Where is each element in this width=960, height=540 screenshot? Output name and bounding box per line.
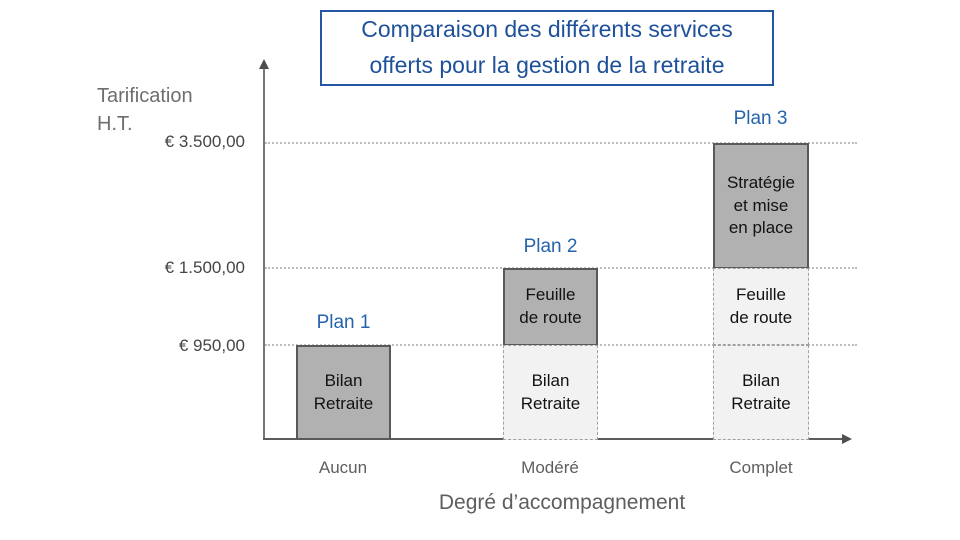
y-axis-line xyxy=(263,68,265,440)
y-tick-1500: € 1.500,00 xyxy=(164,258,245,277)
plan3-label: Plan 3 xyxy=(733,108,788,129)
y-axis-arrow-icon xyxy=(259,59,269,69)
bar-plan2-segment-feuille-de-route: Feuille de route xyxy=(503,268,598,346)
bar-plan3-segment-feuille-de-route: Feuille de route xyxy=(713,268,809,345)
bar-plan1-segment-bilan-retraite: Bilan Retraite xyxy=(296,345,391,440)
bar-plan2-segment-bilan-retraite: Bilan Retraite xyxy=(503,345,598,440)
bar-plan3-segment-bilan-retraite: Bilan Retraite xyxy=(713,345,809,440)
x-category-modere: Modéré xyxy=(521,458,579,477)
x-category-complet: Complet xyxy=(729,458,793,477)
gridline-3500 xyxy=(265,142,857,144)
x-axis-label: Degré d’accompagnement xyxy=(438,491,686,514)
plan2-label: Plan 2 xyxy=(523,236,578,257)
bar-plan3-segment-strategie: Stratégie et mise en place xyxy=(713,143,809,269)
x-axis-arrow-icon xyxy=(842,434,852,444)
chart-title-box: Comparaison des différents services offe… xyxy=(320,10,774,86)
y-tick-3500: € 3.500,00 xyxy=(164,132,245,151)
y-tick-950: € 950,00 xyxy=(178,336,245,355)
chart-title: Comparaison des différents services offe… xyxy=(361,16,733,78)
x-category-aucun: Aucun xyxy=(318,458,368,477)
plan1-label: Plan 1 xyxy=(316,312,371,333)
y-axis-label: Tarification H.T. xyxy=(97,85,193,135)
